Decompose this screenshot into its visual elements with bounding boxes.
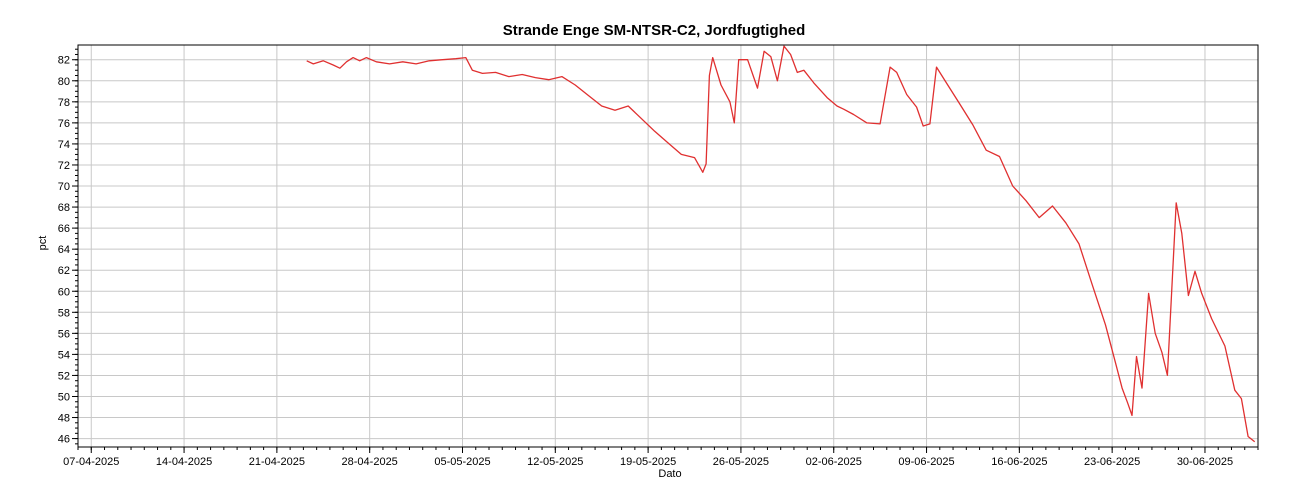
x-tick-label: 16-06-2025 [991, 456, 1047, 468]
x-tick-label: 21-04-2025 [249, 456, 305, 468]
chart-title: Strande Enge SM-NTSR-C2, Jordfugtighed [503, 22, 806, 39]
y-tick-label: 64 [58, 244, 70, 256]
y-axis: 46 48 50 52 54 56 58 60 62 64 66 68 70 72 74 76 78 80 82 [58, 48, 78, 446]
y-tick-label: 68 [58, 202, 70, 214]
x-axis-label: Dato [658, 468, 681, 480]
y-tick-label: 56 [58, 328, 70, 340]
y-tick-label: 60 [58, 286, 70, 298]
y-tick-label: 72 [58, 160, 70, 172]
y-axis-label: pct [37, 236, 49, 251]
y-tick-label: 70 [58, 181, 70, 193]
x-tick-label: 12-05-2025 [527, 456, 583, 468]
grid-lines [78, 45, 1258, 447]
y-tick-label: 52 [58, 370, 70, 382]
x-tick-label: 19-05-2025 [620, 456, 676, 468]
series-line-0 [306, 45, 1256, 443]
x-axis: 07-04-2025 14-04-2025 21-04-2025 28-04-2025… [63, 447, 1259, 468]
y-tick-label: 48 [58, 413, 70, 425]
y-tick-label: 50 [58, 391, 70, 403]
y-tick-label: 74 [58, 139, 70, 151]
x-tick-label: 23-06-2025 [1084, 456, 1140, 468]
y-tick-label: 76 [58, 118, 70, 130]
x-tick-label: 26-05-2025 [713, 456, 769, 468]
y-tick-label: 66 [58, 223, 70, 235]
y-tick-label: 54 [58, 349, 70, 361]
y-tick-label: 78 [58, 97, 70, 109]
y-tick-label: 62 [58, 265, 70, 277]
x-tick-label: 09-06-2025 [898, 456, 954, 468]
series-layer [306, 45, 1256, 443]
y-tick-label: 80 [58, 76, 70, 88]
plot-area [77, 44, 1259, 448]
y-tick-label: 58 [58, 307, 70, 319]
y-tick-label: 46 [58, 434, 70, 446]
x-tick-label: 07-04-2025 [63, 456, 119, 468]
x-tick-label: 28-04-2025 [342, 456, 398, 468]
x-tick-label: 30-06-2025 [1177, 456, 1233, 468]
y-tick-label: 82 [58, 55, 70, 67]
x-tick-label: 05-05-2025 [434, 456, 490, 468]
x-tick-label: 14-04-2025 [156, 456, 212, 468]
x-tick-label: 02-06-2025 [806, 456, 862, 468]
